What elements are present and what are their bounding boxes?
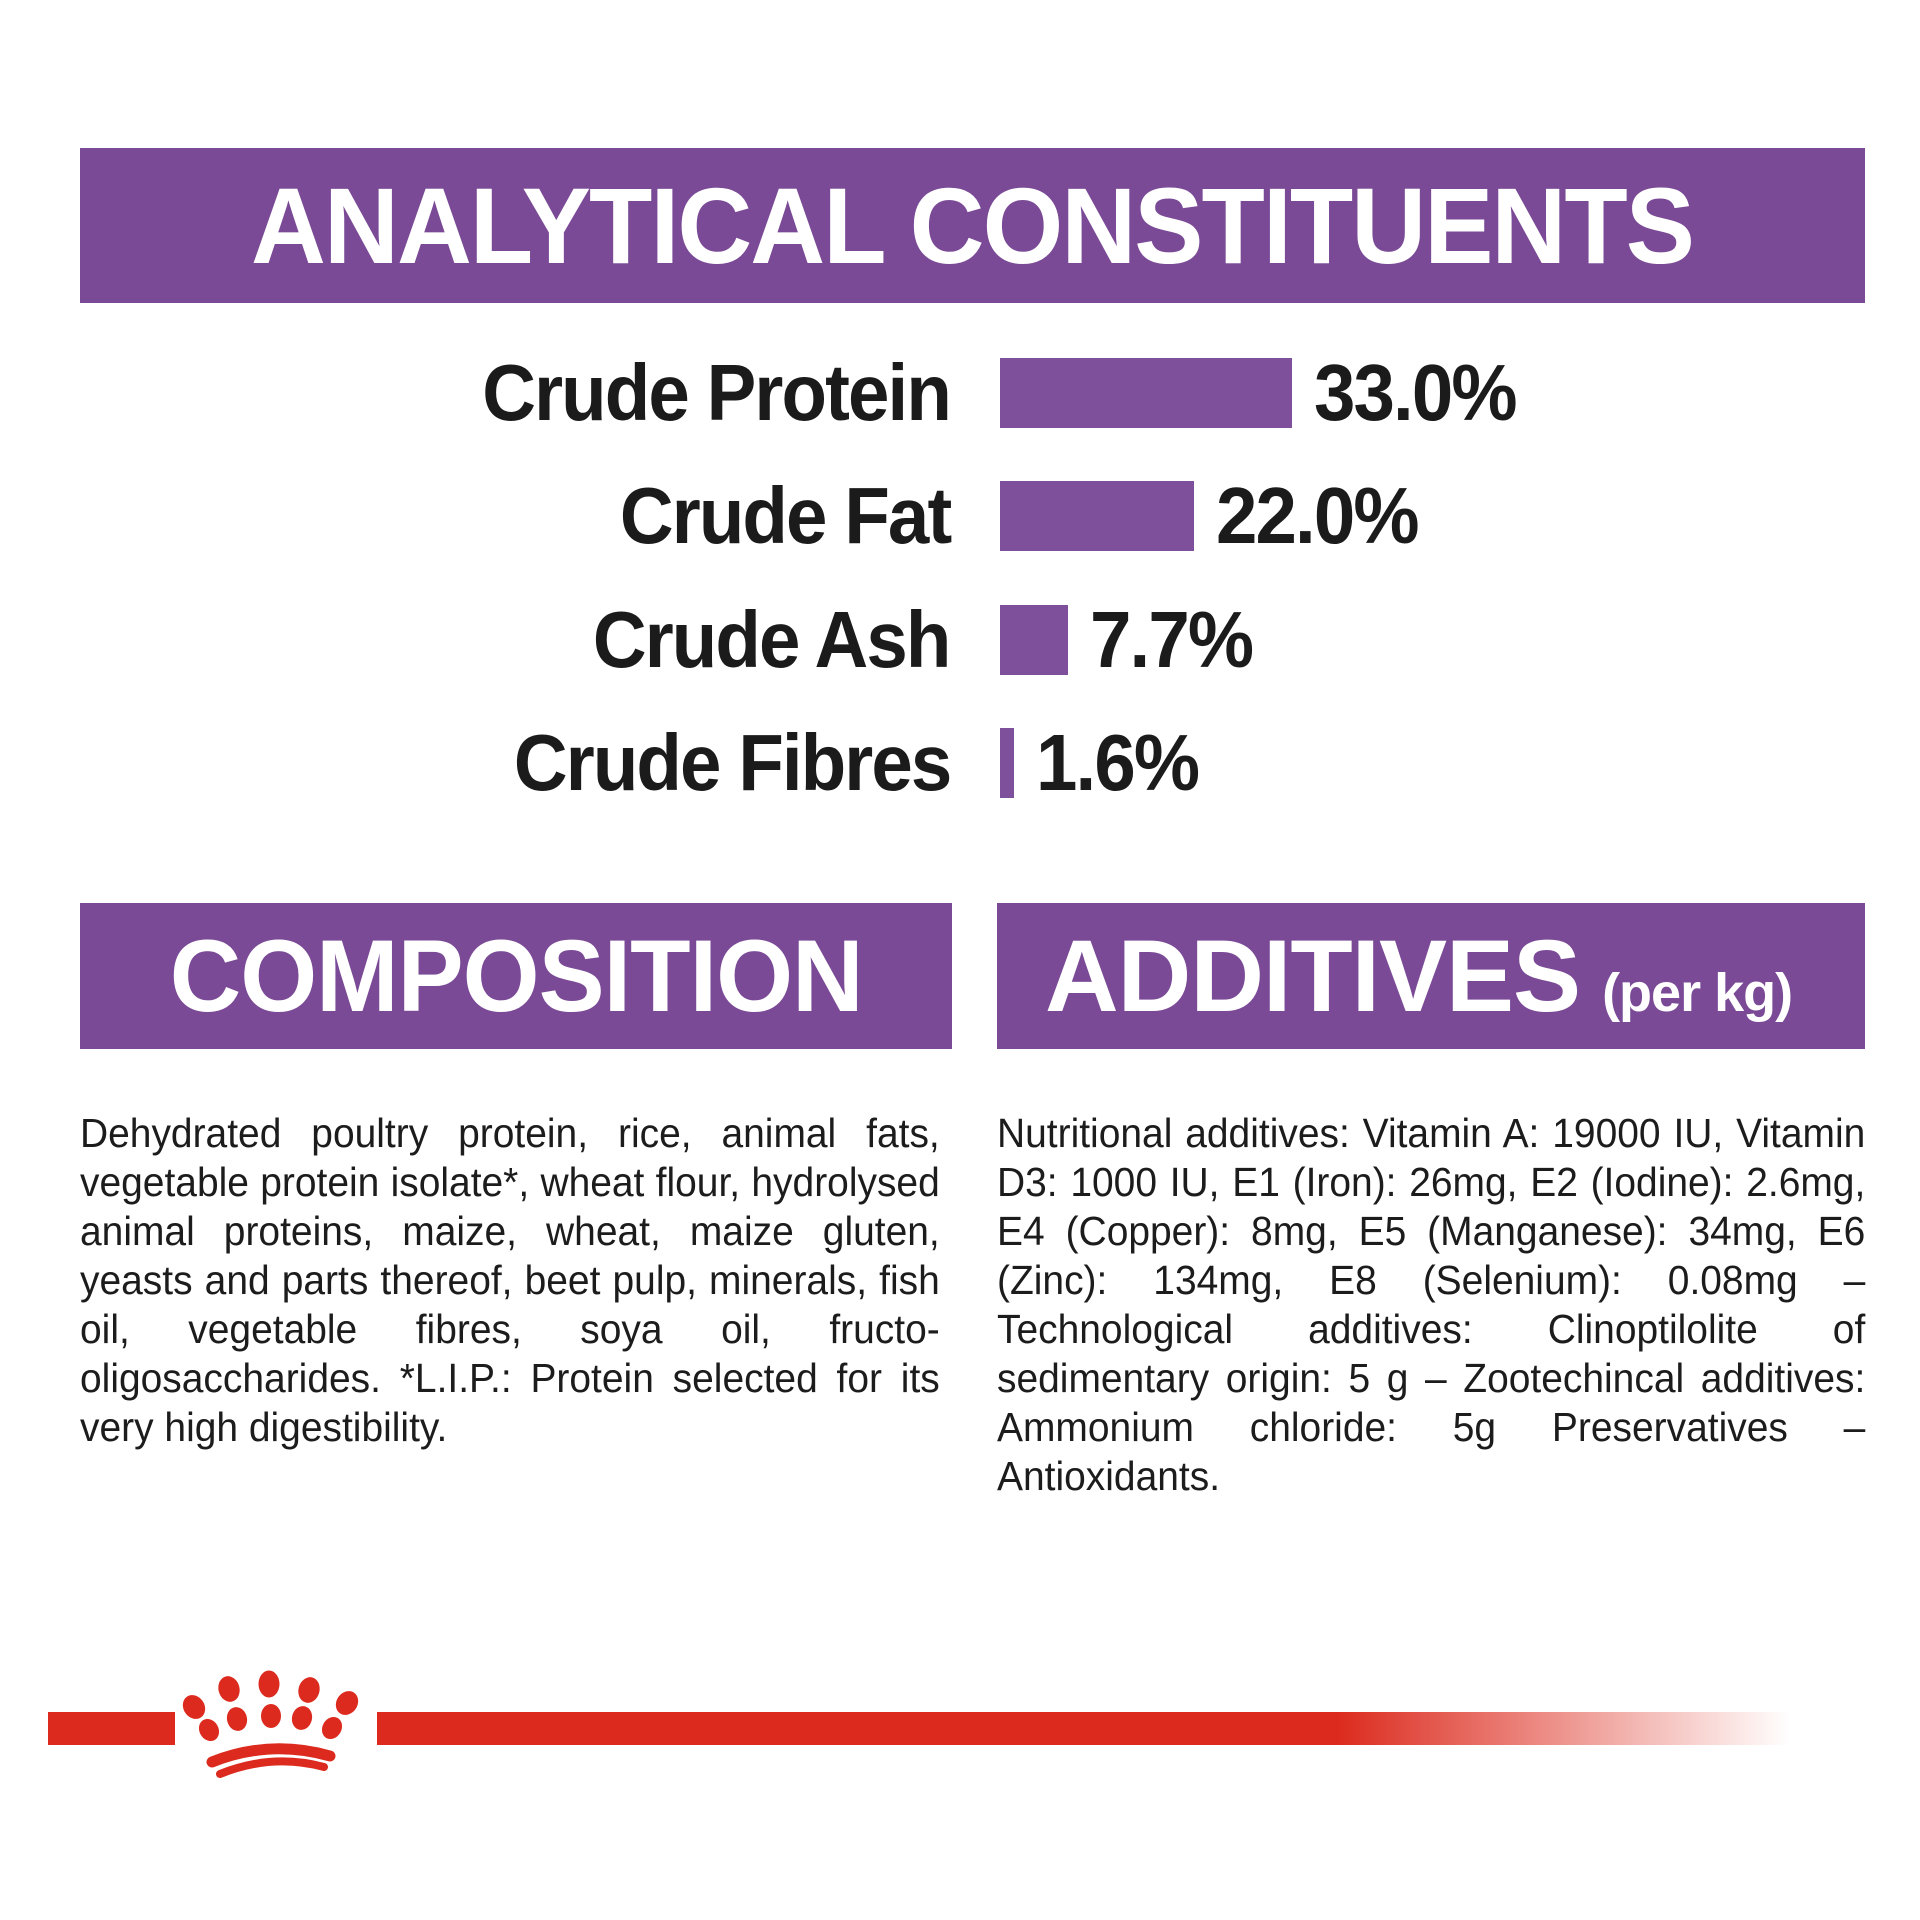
nutrient-label: Crude Ash [593,595,952,684]
nutrient-bar [1000,358,1292,428]
nutrient-value: 22.0% [1216,471,1420,560]
composition-banner: COMPOSITION [80,903,952,1049]
royal-canin-crown-icon [182,1670,359,1778]
nutrient-label: Crude Fibres [513,718,951,807]
red-divider-left [48,1712,175,1745]
chart-row: Crude Ash 7.7% [0,578,1920,702]
additives-title: ADDITIVES [1045,919,1581,1033]
chart-row: Crude Fibres 1.6% [0,701,1920,825]
nutrient-bar [1000,605,1068,675]
additives-title-group: ADDITIVES (per kg) [1045,903,1793,1049]
additives-text: Nutritional additives: Vitamin A: 19000 … [997,1110,1866,1499]
analytical-constituents-title: ANALYTICAL CONSTITUENTS [251,165,1695,286]
nutrient-value: 7.7% [1090,595,1254,684]
nutrient-bar [1000,481,1194,551]
analytical-constituents-banner: ANALYTICAL CONSTITUENTS [80,148,1865,303]
nutrient-bar [1000,728,1014,798]
additives-banner: ADDITIVES (per kg) [997,903,1865,1049]
composition-title: COMPOSITION [169,918,864,1033]
composition-text: Dehydrated poultry protein, rice, animal… [80,1110,940,1450]
chart-row: Crude Fat 22.0% [0,454,1920,578]
nutrient-label: Crude Protein [482,348,952,437]
nutrient-value: 33.0% [1314,348,1518,437]
additives-per-kg-suffix: (per kg) [1602,963,1793,1023]
nutrient-label: Crude Fat [619,471,952,560]
red-divider-right [377,1712,1790,1745]
chart-row: Crude Protein 33.0% [0,331,1920,455]
nutrient-value: 1.6% [1036,718,1200,807]
